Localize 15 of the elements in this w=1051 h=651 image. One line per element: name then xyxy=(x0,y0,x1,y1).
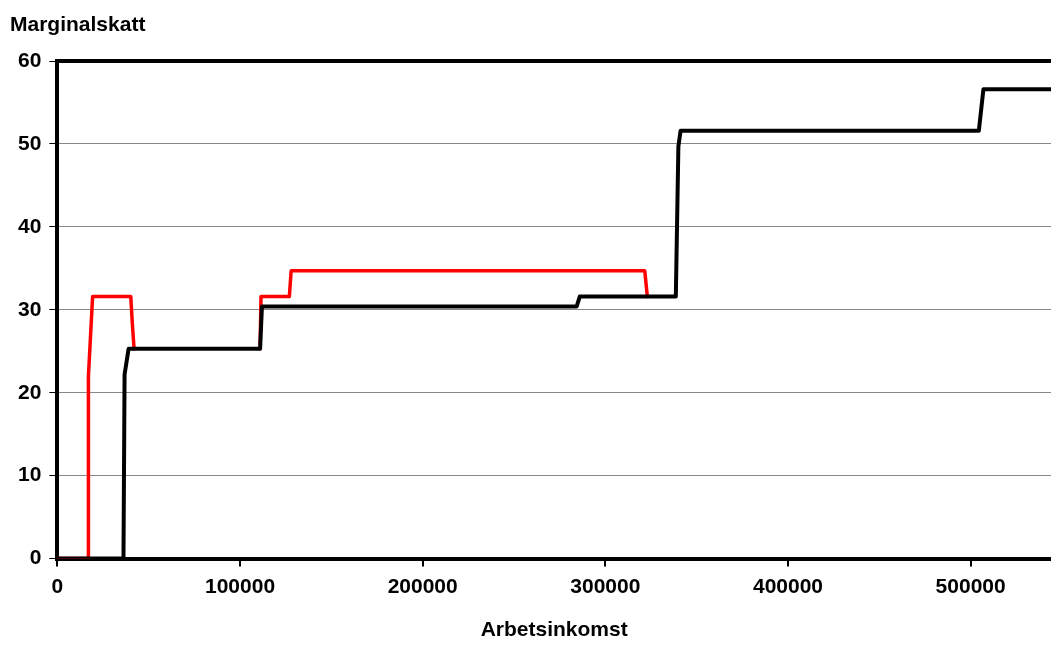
y-tick-label: 20 xyxy=(18,379,42,403)
x-tick-label: 500000 xyxy=(935,574,1006,597)
y-tick-label: 50 xyxy=(18,130,42,154)
y-tick-label: 30 xyxy=(18,296,42,320)
y-tick-label: 0 xyxy=(29,545,42,569)
x-tick-label: 200000 xyxy=(387,574,458,597)
x-tick-label: 400000 xyxy=(752,574,824,597)
x-tick-label: 100000 xyxy=(204,574,276,597)
y-axis-title: Marginalskatt xyxy=(10,12,146,36)
y-tick-label: 40 xyxy=(18,213,42,237)
x-axis-title: Arbetsinkomst xyxy=(480,617,628,641)
x-tick-label: 0 xyxy=(51,574,64,597)
y-tick-label: 10 xyxy=(18,462,42,486)
x-tick-label: 300000 xyxy=(570,574,641,597)
y-tick-label: 60 xyxy=(18,47,42,71)
